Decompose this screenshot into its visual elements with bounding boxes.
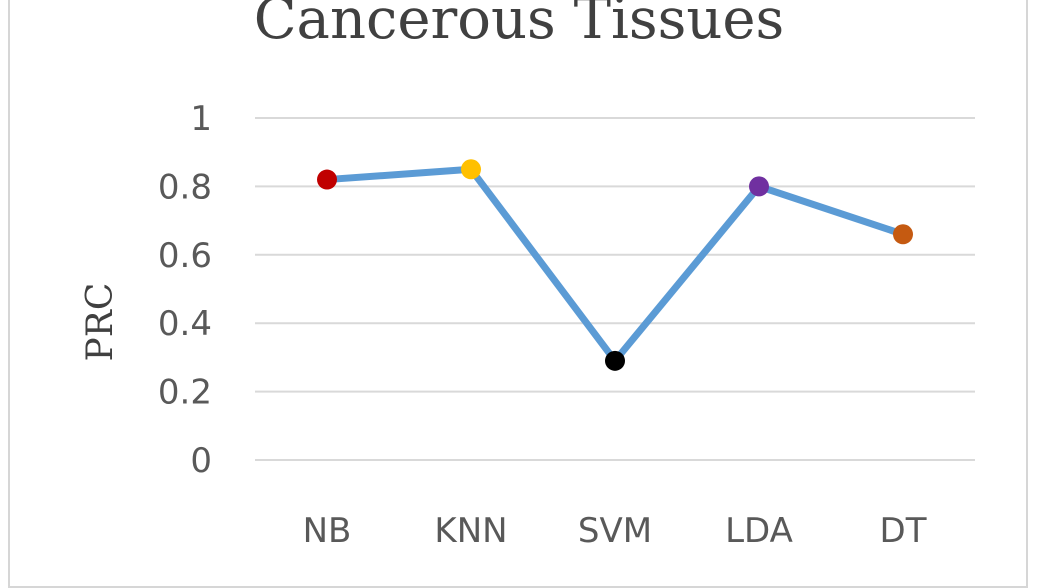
gridlines (255, 117, 975, 461)
data-point-lda (749, 176, 769, 197)
series-layer (317, 159, 913, 371)
y-tick-label: 1 (190, 99, 212, 139)
x-tick-labels: NB KNN SVM LDA DT (303, 511, 927, 551)
x-tick-label: KNN (434, 511, 507, 551)
x-tick-label: LDA (725, 511, 793, 551)
data-point-svm (605, 350, 625, 371)
data-point-dt (893, 224, 913, 245)
chart-title: Cancerous Tissues (254, 0, 785, 52)
x-tick-label: NB (303, 511, 352, 551)
y-tick-label: 0.8 (158, 167, 212, 207)
chart-frame (8, 0, 1028, 588)
y-tick-label: 0.4 (158, 304, 212, 344)
data-point-knn (461, 159, 481, 180)
series-line (323, 165, 907, 365)
x-tick-label: SVM (578, 511, 652, 551)
y-tick-labels: 0 0.2 0.4 0.6 0.8 1 (158, 99, 212, 481)
x-tick-label: DT (880, 511, 927, 551)
y-tick-label: 0 (190, 441, 212, 481)
y-tick-label: 0.6 (158, 236, 212, 276)
y-axis-label: PRC (80, 283, 121, 362)
data-point-nb (317, 169, 337, 190)
y-tick-label: 0.2 (158, 373, 212, 413)
line-chart: Cancerous Tissues PRC 0 0.2 0.4 0.6 0.8 1 NB K… (80, 0, 975, 551)
